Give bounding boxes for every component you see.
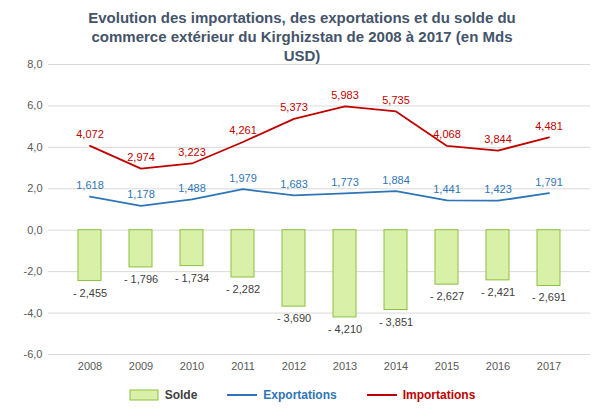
svg-text:2015: 2015 bbox=[435, 360, 459, 372]
svg-text:1,884: 1,884 bbox=[382, 174, 410, 186]
svg-text:1,791: 1,791 bbox=[535, 176, 563, 188]
svg-text:1,178: 1,178 bbox=[127, 188, 155, 200]
svg-text:2008: 2008 bbox=[78, 360, 102, 372]
svg-text:4,481: 4,481 bbox=[535, 120, 563, 132]
html-text:Exportations: Exportations bbox=[263, 388, 337, 402]
svg-text:2014: 2014 bbox=[384, 360, 408, 372]
svg-text:- 1,734: - 1,734 bbox=[175, 272, 209, 284]
svg-text:5,735: 5,735 bbox=[382, 94, 410, 106]
svg-text:- 3,690: - 3,690 bbox=[277, 312, 311, 324]
svg-text:-4,0: -4,0 bbox=[24, 307, 43, 319]
svg-text:1,979: 1,979 bbox=[229, 172, 257, 184]
svg-text:4,261: 4,261 bbox=[229, 124, 257, 136]
svg-text:8,0: 8,0 bbox=[27, 58, 42, 70]
svg-text:2,0: 2,0 bbox=[27, 182, 42, 194]
svg-text:2,974: 2,974 bbox=[127, 151, 155, 163]
svg-text:2013: 2013 bbox=[333, 360, 357, 372]
svg-text:0,0: 0,0 bbox=[27, 224, 42, 236]
svg-text:6,0: 6,0 bbox=[27, 99, 42, 111]
svg-text:4,068: 4,068 bbox=[433, 128, 461, 140]
svg-text:1,441: 1,441 bbox=[433, 183, 461, 195]
svg-text:3,844: 3,844 bbox=[484, 133, 512, 145]
svg-text:3,223: 3,223 bbox=[178, 146, 206, 158]
svg-text:-2,0: -2,0 bbox=[24, 265, 43, 277]
svg-text:1,683: 1,683 bbox=[280, 178, 308, 190]
svg-text:5,983: 5,983 bbox=[331, 89, 359, 101]
svg-text:2009: 2009 bbox=[129, 360, 153, 372]
svg-text:- 2,627: - 2,627 bbox=[430, 290, 464, 302]
svg-text:4,0: 4,0 bbox=[27, 141, 42, 153]
svg-text:2016: 2016 bbox=[486, 360, 510, 372]
svg-text:1,488: 1,488 bbox=[178, 182, 206, 194]
svg-text:- 3,851: - 3,851 bbox=[379, 316, 413, 328]
html-text:Solde: Solde bbox=[164, 388, 198, 402]
svg-text:- 4,210: - 4,210 bbox=[328, 323, 362, 335]
svg-text:1,423: 1,423 bbox=[484, 183, 512, 195]
svg-text:2011: 2011 bbox=[231, 360, 255, 372]
svg-text:2010: 2010 bbox=[180, 360, 204, 372]
svg-text:- 2,691: - 2,691 bbox=[532, 291, 566, 303]
svg-text:4,072: 4,072 bbox=[76, 128, 104, 140]
svg-text:- 1,796: - 1,796 bbox=[124, 273, 158, 285]
svg-text:1,773: 1,773 bbox=[331, 176, 359, 188]
svg-text:-6,0: -6,0 bbox=[24, 348, 43, 360]
svg-text:- 2,421: - 2,421 bbox=[481, 286, 515, 298]
svg-text:1,618: 1,618 bbox=[76, 179, 104, 191]
svg-text:2012: 2012 bbox=[282, 360, 306, 372]
svg-text:2017: 2017 bbox=[537, 360, 561, 372]
html-text:Importations: Importations bbox=[402, 388, 476, 402]
svg-text:- 2,455: - 2,455 bbox=[73, 287, 107, 299]
svg-text:- 2,282: - 2,282 bbox=[226, 283, 260, 295]
html-text:Evolution des importations, de: Evolution des importations, des exportat… bbox=[88, 9, 516, 64]
svg-text:5,373: 5,373 bbox=[280, 101, 308, 113]
